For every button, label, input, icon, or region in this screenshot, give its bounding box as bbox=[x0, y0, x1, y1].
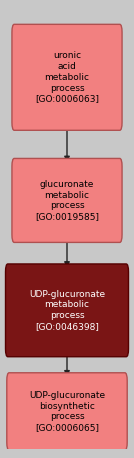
FancyBboxPatch shape bbox=[7, 373, 127, 450]
Text: UDP-glucuronate
metabolic
process
[GO:0046398]: UDP-glucuronate metabolic process [GO:00… bbox=[29, 290, 105, 331]
Text: uronic
acid
metabolic
process
[GO:0006063]: uronic acid metabolic process [GO:000606… bbox=[35, 51, 99, 104]
FancyBboxPatch shape bbox=[12, 24, 122, 130]
FancyBboxPatch shape bbox=[12, 158, 122, 242]
Text: UDP-glucuronate
biosynthetic
process
[GO:0006065]: UDP-glucuronate biosynthetic process [GO… bbox=[29, 391, 105, 432]
Text: glucuronate
metabolic
process
[GO:0019585]: glucuronate metabolic process [GO:001958… bbox=[35, 180, 99, 221]
FancyBboxPatch shape bbox=[5, 264, 129, 357]
